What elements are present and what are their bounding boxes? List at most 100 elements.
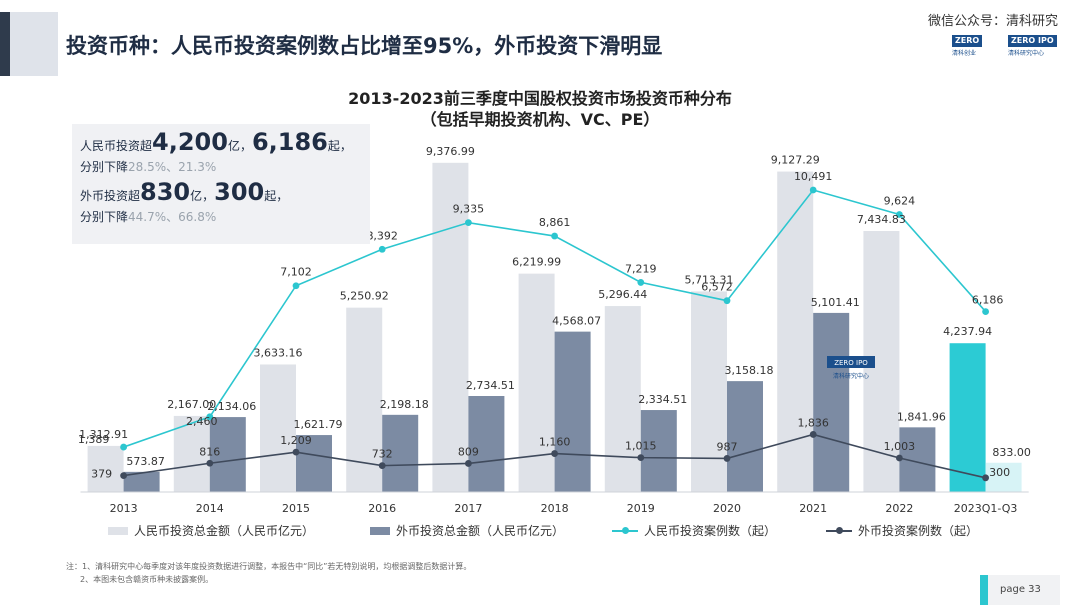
rmb-cases-label: 9,335 xyxy=(453,203,485,216)
rmb-amount-bar xyxy=(604,306,641,492)
fx-cases-point xyxy=(637,454,645,462)
chart-watermark-subtext: 清科研究中心 xyxy=(833,372,869,380)
fx-amount-label: 2,334.51 xyxy=(638,393,687,406)
rmb-amount-label: 9,376.99 xyxy=(426,145,475,158)
kpi-fx-line: 外币投资超830亿，300起， xyxy=(80,178,288,206)
fx-amount-label: 2,198.18 xyxy=(380,398,429,411)
kpi-fx-amount: 830 xyxy=(140,178,191,206)
fx-amount-label: 2,734.51 xyxy=(466,379,515,392)
kpi-rmb-drop-line: 分别下降28.5%、21.3% xyxy=(80,158,216,175)
fx-cases-point xyxy=(206,459,214,467)
fx-cases-point xyxy=(896,454,903,462)
chart-title: 2013-2023前三季度中国股权投资市场投资币种分布 xyxy=(348,89,732,108)
legend-item-rmb-amount: 人民币投资总金额（人民币亿元） xyxy=(108,522,314,539)
rmb-amount-bar xyxy=(777,171,814,493)
rmb-cases-point xyxy=(637,279,645,286)
fx-amount-bar xyxy=(640,410,677,492)
fx-cases-label: 1,160 xyxy=(539,436,571,449)
rmb-cases-point xyxy=(120,443,127,451)
kpi-rmb-cases: 6,186 xyxy=(251,128,328,156)
x-tick-label: 2021 xyxy=(799,502,827,515)
zero2ipo-logo: ZERO 清科创业 ZERO IPO 清科研究中心 xyxy=(950,35,1058,61)
rmb-cases-point xyxy=(551,232,558,240)
legend-item-fx-amount: 外币投资总金额（人民币亿元） xyxy=(370,522,564,539)
fx-cases-label: 987 xyxy=(717,440,738,453)
zero-logo-right: ZERO IPO xyxy=(1008,35,1057,47)
x-tick-label: 2015 xyxy=(282,502,310,515)
header-band xyxy=(10,12,58,76)
x-tick-label: 2018 xyxy=(541,502,569,515)
rmb-cases-point xyxy=(378,245,386,253)
legend-label-rmb-amount: 人民币投资总金额（人民币亿元） xyxy=(134,524,315,538)
fx-amount-bar xyxy=(123,471,160,492)
rmb-cases-label: 10,491 xyxy=(794,170,833,183)
fx-amount-bar xyxy=(296,435,332,492)
rmb-cases-label: 7,102 xyxy=(280,266,312,279)
kpi-fx-drop-values: 44.7%、66.8% xyxy=(128,210,217,224)
rmb-cases-point xyxy=(292,282,300,290)
legend-label-fx-cases: 外币投资案例数（起） xyxy=(858,524,979,538)
legend-swatch-rmb-amount xyxy=(108,526,128,535)
fx-cases-label: 1,836 xyxy=(797,416,829,429)
fx-cases-label: 300 xyxy=(989,466,1010,479)
rmb-amount-label: 6,219.99 xyxy=(512,256,561,269)
kpi-fx-amount-unit: 亿， xyxy=(190,189,215,203)
rmb-amount-bar xyxy=(949,343,986,492)
chart-watermark-text: ZERO IPO xyxy=(834,359,868,367)
fx-cases-label: 1,003 xyxy=(884,440,916,453)
fx-amount-bar xyxy=(554,331,591,492)
rmb-cases-point xyxy=(809,186,817,194)
rmb-amount-label: 9,127.29 xyxy=(771,154,820,167)
fx-cases-point xyxy=(465,460,472,467)
x-tick-label: 2022 xyxy=(885,502,913,515)
legend-item-rmb-cases: 人民币投资案例数（起） xyxy=(612,522,776,539)
logo-sub-right: 清科研究中心 xyxy=(1008,50,1045,57)
logo-sub-left: 清科创业 xyxy=(952,50,977,57)
fx-cases-label: 732 xyxy=(372,448,393,461)
fx-amount-label: 3,158.18 xyxy=(725,364,774,377)
fx-amount-label: 573.87 xyxy=(126,455,165,468)
rmb-amount-label: 1,312.91 xyxy=(79,428,128,441)
rmb-amount-bar xyxy=(518,273,555,492)
rmb-cases-label: 8,861 xyxy=(539,216,571,229)
wechat-account-label: 微信公众号：清科研究 xyxy=(927,14,1058,29)
legend-line-rmb-cases xyxy=(612,526,638,536)
header-accent-bar xyxy=(0,12,10,76)
x-tick-label: 2017 xyxy=(454,502,482,515)
rmb-cases-label: 7,219 xyxy=(625,262,657,275)
kpi-rmb-cases-unit: 起， xyxy=(327,139,352,153)
x-tick-label: 2016 xyxy=(368,502,396,515)
kpi-fx-prefix: 外币投资超 xyxy=(80,189,141,203)
fx-amount-bar xyxy=(985,462,1022,492)
kpi-fx-cases-unit: 起， xyxy=(264,189,289,203)
rmb-amount-bar xyxy=(173,415,210,492)
fx-amount-bar xyxy=(382,414,419,492)
fx-amount-bar xyxy=(468,396,505,492)
rmb-cases-label: 8,392 xyxy=(366,229,398,242)
rmb-amount-label: 7,434.83 xyxy=(857,213,906,226)
rmb-amount-bar xyxy=(260,364,296,492)
legend-line-fx-cases xyxy=(826,526,852,536)
fx-amount-label: 1,621.79 xyxy=(294,418,343,431)
kpi-summary-box: 人民币投资超4,200亿，6,186起， 分别下降28.5%、21.3% 外币投… xyxy=(72,124,370,244)
page-accent xyxy=(980,575,988,605)
fx-amount-label: 1,841.96 xyxy=(897,410,946,423)
legend-label-rmb-cases: 人民币投资案例数（起） xyxy=(644,524,777,538)
fx-cases-label: 809 xyxy=(458,445,479,458)
fx-cases-label: 379 xyxy=(91,468,112,481)
fx-cases-point xyxy=(982,474,989,482)
rmb-cases-point xyxy=(723,297,731,305)
rmb-cases-label: 6,186 xyxy=(972,294,1004,307)
fx-amount-label: 833.00 xyxy=(992,446,1031,459)
rmb-amount-label: 4,237.94 xyxy=(943,325,992,338)
rmb-amount-label: 2,167.00 xyxy=(167,398,216,411)
kpi-rmb-line: 人民币投资超4,200亿，6,186起， xyxy=(80,128,352,156)
kpi-fx-drop-label: 分别下降 xyxy=(80,210,129,224)
kpi-rmb-drop-values: 28.5%、21.3% xyxy=(128,160,217,174)
kpi-fx-cases: 300 xyxy=(214,178,265,206)
fx-cases-point xyxy=(378,462,386,470)
kpi-rmb-amount: 4,200 xyxy=(152,128,228,156)
x-tick-label: 2023Q1-Q3 xyxy=(954,502,1018,515)
fx-amount-bar xyxy=(209,417,246,492)
rmb-amount-label: 3,633.16 xyxy=(254,346,303,359)
